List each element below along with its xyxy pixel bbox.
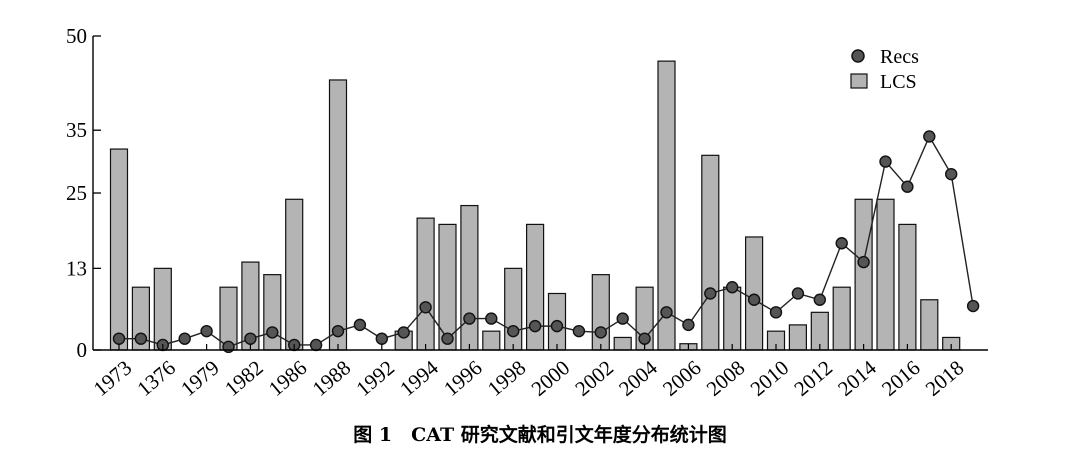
x-tick-label: 2014 bbox=[833, 355, 881, 401]
lcs-bar bbox=[263, 274, 282, 351]
lcs-bar bbox=[504, 267, 523, 351]
lcs-bar bbox=[416, 217, 435, 351]
recs-point bbox=[331, 324, 345, 338]
x-tick-label: 1996 bbox=[439, 355, 487, 400]
x-tick-label: 1973 bbox=[89, 355, 137, 400]
recs-point bbox=[200, 324, 213, 338]
x-tick-label: 2016 bbox=[877, 355, 925, 400]
recs-line bbox=[119, 134, 974, 348]
recs-point bbox=[594, 326, 607, 339]
recs-point bbox=[835, 237, 848, 250]
lcs-bar bbox=[920, 299, 939, 351]
recs-point bbox=[112, 332, 126, 345]
recs-point bbox=[726, 281, 739, 294]
recs-point bbox=[441, 332, 454, 345]
recs-point bbox=[857, 255, 870, 269]
y-tick-label: 35 bbox=[66, 118, 87, 142]
x-tick-label: 2002 bbox=[570, 355, 618, 400]
recs-point bbox=[879, 155, 892, 168]
lcs-bar bbox=[788, 324, 808, 351]
lcs-bar bbox=[898, 223, 917, 351]
recs-point bbox=[638, 332, 651, 345]
recs-point bbox=[507, 324, 520, 338]
legend: Recs LCS bbox=[850, 46, 919, 93]
recs-point bbox=[244, 332, 257, 345]
y-tick-label: 0 bbox=[77, 338, 88, 362]
x-tick-label: 1982 bbox=[220, 355, 268, 400]
lcs-bar bbox=[591, 274, 610, 351]
y-tick-label: 13 bbox=[66, 256, 87, 280]
recs-point bbox=[682, 318, 695, 332]
lcs-bar bbox=[153, 267, 172, 351]
recs-point bbox=[134, 332, 148, 345]
lcs-bar bbox=[854, 198, 873, 351]
y-tick-label: 50 bbox=[66, 24, 87, 48]
recs-point bbox=[528, 319, 542, 333]
x-tick-label: 2004 bbox=[614, 355, 662, 401]
x-tick-label: 2006 bbox=[658, 355, 706, 400]
lcs-bar bbox=[832, 286, 851, 351]
lcs-bar bbox=[460, 204, 479, 351]
x-tick-label: 2008 bbox=[702, 355, 750, 400]
lcs-bar bbox=[328, 79, 348, 351]
x-tick-label: 1988 bbox=[308, 355, 356, 400]
legend-recs-label: Recs bbox=[880, 46, 919, 68]
recs-point bbox=[813, 293, 826, 306]
legend-lcs-label: LCS bbox=[880, 71, 917, 93]
recs-point bbox=[178, 332, 191, 345]
recs-point bbox=[945, 167, 958, 181]
lcs-bars bbox=[109, 60, 961, 351]
lcs-bar bbox=[109, 148, 129, 351]
recs-point bbox=[747, 293, 761, 306]
recs-point bbox=[901, 180, 914, 193]
recs-point bbox=[397, 326, 410, 339]
y-tick-label: 25 bbox=[66, 181, 87, 205]
recs-point bbox=[222, 340, 235, 354]
legend-recs-marker bbox=[851, 49, 865, 63]
recs-point bbox=[966, 299, 980, 313]
x-tick-label: 2000 bbox=[527, 355, 575, 400]
recs-point bbox=[660, 306, 673, 319]
recs-point bbox=[485, 312, 498, 325]
recs-point bbox=[704, 287, 717, 300]
recs-point bbox=[419, 301, 432, 314]
figure-caption: 图 1 CAT 研究文献和引文年度分布统计图 bbox=[353, 424, 727, 446]
lcs-bar bbox=[285, 198, 304, 351]
x-tick-label: 1376 bbox=[132, 355, 180, 400]
x-tick-label: 1998 bbox=[483, 355, 531, 400]
x-tick-label: 1994 bbox=[395, 355, 443, 401]
chart: 0132535501973137619791982198619881992199… bbox=[66, 24, 988, 401]
lcs-bar bbox=[701, 154, 720, 351]
recs-point bbox=[266, 326, 279, 339]
recs-point bbox=[769, 306, 783, 319]
lcs-bar bbox=[482, 330, 501, 351]
lcs-bar bbox=[723, 286, 742, 351]
x-tick-label: 1992 bbox=[351, 355, 399, 400]
x-tick-label: 2018 bbox=[921, 355, 969, 400]
lcs-bar bbox=[613, 336, 632, 351]
lcs-bar bbox=[219, 286, 238, 351]
recs-point bbox=[572, 324, 586, 338]
recs-point bbox=[791, 287, 805, 300]
x-tick-label: 1986 bbox=[264, 355, 312, 400]
recs-point bbox=[923, 130, 936, 143]
legend-lcs-swatch bbox=[850, 73, 868, 89]
recs-line-series bbox=[112, 130, 980, 354]
recs-point bbox=[309, 338, 323, 352]
x-tick-label: 1979 bbox=[176, 355, 224, 400]
x-tick-label: 2012 bbox=[789, 355, 837, 400]
lcs-bar bbox=[876, 198, 895, 351]
recs-point bbox=[616, 312, 629, 325]
x-tick-label: 2010 bbox=[746, 355, 794, 400]
recs-point bbox=[375, 332, 388, 345]
recs-point bbox=[550, 319, 564, 333]
lcs-bar bbox=[744, 236, 764, 351]
recs-point bbox=[353, 318, 367, 332]
recs-point bbox=[463, 312, 476, 325]
